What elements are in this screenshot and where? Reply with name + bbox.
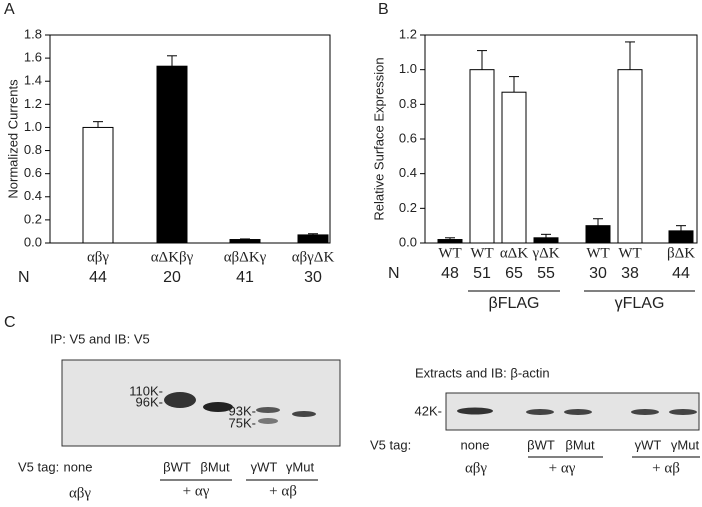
n-value: 55 bbox=[537, 265, 555, 282]
tag-label: V5 tag: bbox=[18, 459, 59, 474]
n-value: 30 bbox=[589, 265, 607, 282]
band bbox=[164, 392, 196, 408]
band bbox=[258, 418, 278, 424]
y-tick-label: 1.8 bbox=[24, 26, 42, 41]
bar bbox=[437, 239, 463, 244]
group-label: αβγ bbox=[69, 485, 91, 501]
n-value: 44 bbox=[89, 269, 107, 286]
group-label: + αβ bbox=[652, 460, 680, 476]
band bbox=[564, 409, 592, 415]
lane-label: γMut bbox=[286, 459, 315, 474]
bar bbox=[668, 230, 694, 244]
tag-label: V5 tag: bbox=[370, 437, 411, 452]
bar bbox=[229, 239, 261, 244]
y-tick-label: 1.0 bbox=[399, 61, 417, 76]
mw-marker: 75K- bbox=[229, 415, 256, 430]
bar bbox=[585, 225, 611, 244]
group-label: + αβ bbox=[269, 483, 297, 499]
n-value: 48 bbox=[441, 265, 459, 282]
bar bbox=[469, 69, 495, 244]
y-tick-label: 1.0 bbox=[24, 119, 42, 134]
n-value: 65 bbox=[505, 265, 523, 282]
y-tick-label: 0.0 bbox=[24, 234, 42, 249]
blot-title: IP: V5 and IB: V5 bbox=[50, 331, 150, 346]
x-tick-label: WT bbox=[618, 245, 641, 261]
x-tick-label: αβγ bbox=[87, 249, 109, 265]
panel-label: C bbox=[4, 314, 16, 331]
bar bbox=[297, 234, 329, 244]
group-label: + αγ bbox=[549, 460, 576, 476]
n-value: 38 bbox=[621, 265, 639, 282]
lane-label: γWT bbox=[251, 459, 278, 474]
band bbox=[203, 402, 233, 412]
lane-label: none bbox=[461, 437, 490, 452]
y-axis-label: Relative Surface Expression bbox=[371, 57, 386, 220]
lane-label: γMut bbox=[671, 437, 700, 452]
y-tick-label: 1.6 bbox=[24, 50, 42, 65]
band bbox=[292, 411, 316, 417]
y-tick-label: 0.6 bbox=[399, 130, 417, 145]
n-value: 51 bbox=[473, 265, 491, 282]
panel-label: A bbox=[4, 1, 15, 18]
n-label: N bbox=[388, 265, 400, 282]
blot bbox=[61, 359, 341, 447]
y-tick-label: 0.8 bbox=[24, 142, 42, 157]
lane-label: βWT bbox=[527, 437, 555, 452]
y-axis-label: Normalized Currents bbox=[5, 79, 20, 199]
lane-label: βMut bbox=[200, 459, 230, 474]
mw-marker: 93K- bbox=[229, 403, 256, 418]
x-tick-label: WT bbox=[586, 245, 609, 261]
y-tick-label: 0.4 bbox=[24, 188, 42, 203]
x-tick-label: αβΔKγ bbox=[224, 249, 267, 265]
band bbox=[669, 409, 697, 415]
x-tick-label: αΔKβγ bbox=[151, 249, 194, 265]
group-label: + αγ bbox=[183, 483, 210, 499]
lane-label: βWT bbox=[163, 459, 191, 474]
bar bbox=[501, 91, 527, 244]
y-tick-label: 0.6 bbox=[24, 165, 42, 180]
panel-label: B bbox=[378, 1, 389, 18]
mw-marker: 110K- bbox=[129, 383, 163, 398]
bar bbox=[156, 65, 188, 244]
mw-marker: 42K- bbox=[415, 403, 442, 418]
n-value: 30 bbox=[304, 269, 322, 286]
mw-marker: 96K- bbox=[136, 394, 163, 409]
y-tick-label: 0.2 bbox=[24, 211, 42, 226]
bar bbox=[617, 69, 643, 244]
x-tick-label: WT bbox=[438, 245, 461, 261]
bar bbox=[82, 126, 114, 244]
y-tick-label: 0.2 bbox=[399, 200, 417, 215]
band bbox=[256, 407, 280, 413]
x-tick-label: αβγΔK bbox=[292, 249, 335, 265]
x-tick-label: WT bbox=[470, 245, 493, 261]
bar bbox=[533, 237, 559, 244]
y-tick-label: 0.8 bbox=[399, 96, 417, 111]
n-value: 44 bbox=[672, 265, 690, 282]
x-tick-label: γΔK bbox=[531, 245, 559, 261]
group-label: βFLAG bbox=[489, 295, 540, 312]
band bbox=[457, 407, 493, 415]
band bbox=[526, 409, 554, 415]
y-tick-label: 1.2 bbox=[24, 96, 42, 111]
y-tick-label: 1.4 bbox=[24, 73, 42, 88]
lane-label: γWT bbox=[635, 437, 662, 452]
band bbox=[631, 409, 659, 415]
group-label: αβγ bbox=[465, 460, 487, 476]
lane-label: βMut bbox=[565, 437, 595, 452]
x-tick-label: αΔK bbox=[500, 245, 529, 261]
n-label: N bbox=[18, 269, 30, 286]
group-label: γFLAG bbox=[615, 295, 665, 312]
y-tick-label: 1.2 bbox=[399, 26, 417, 41]
n-value: 41 bbox=[236, 269, 254, 286]
n-value: 20 bbox=[163, 269, 181, 286]
y-tick-label: 0.0 bbox=[399, 234, 417, 249]
plot-frame bbox=[424, 34, 698, 244]
lane-label: none bbox=[64, 459, 93, 474]
y-tick-label: 0.4 bbox=[399, 165, 417, 180]
x-tick-label: βΔK bbox=[667, 245, 695, 261]
blot-title: Extracts and IB: β-actin bbox=[415, 365, 550, 380]
plot-frame bbox=[49, 34, 331, 244]
